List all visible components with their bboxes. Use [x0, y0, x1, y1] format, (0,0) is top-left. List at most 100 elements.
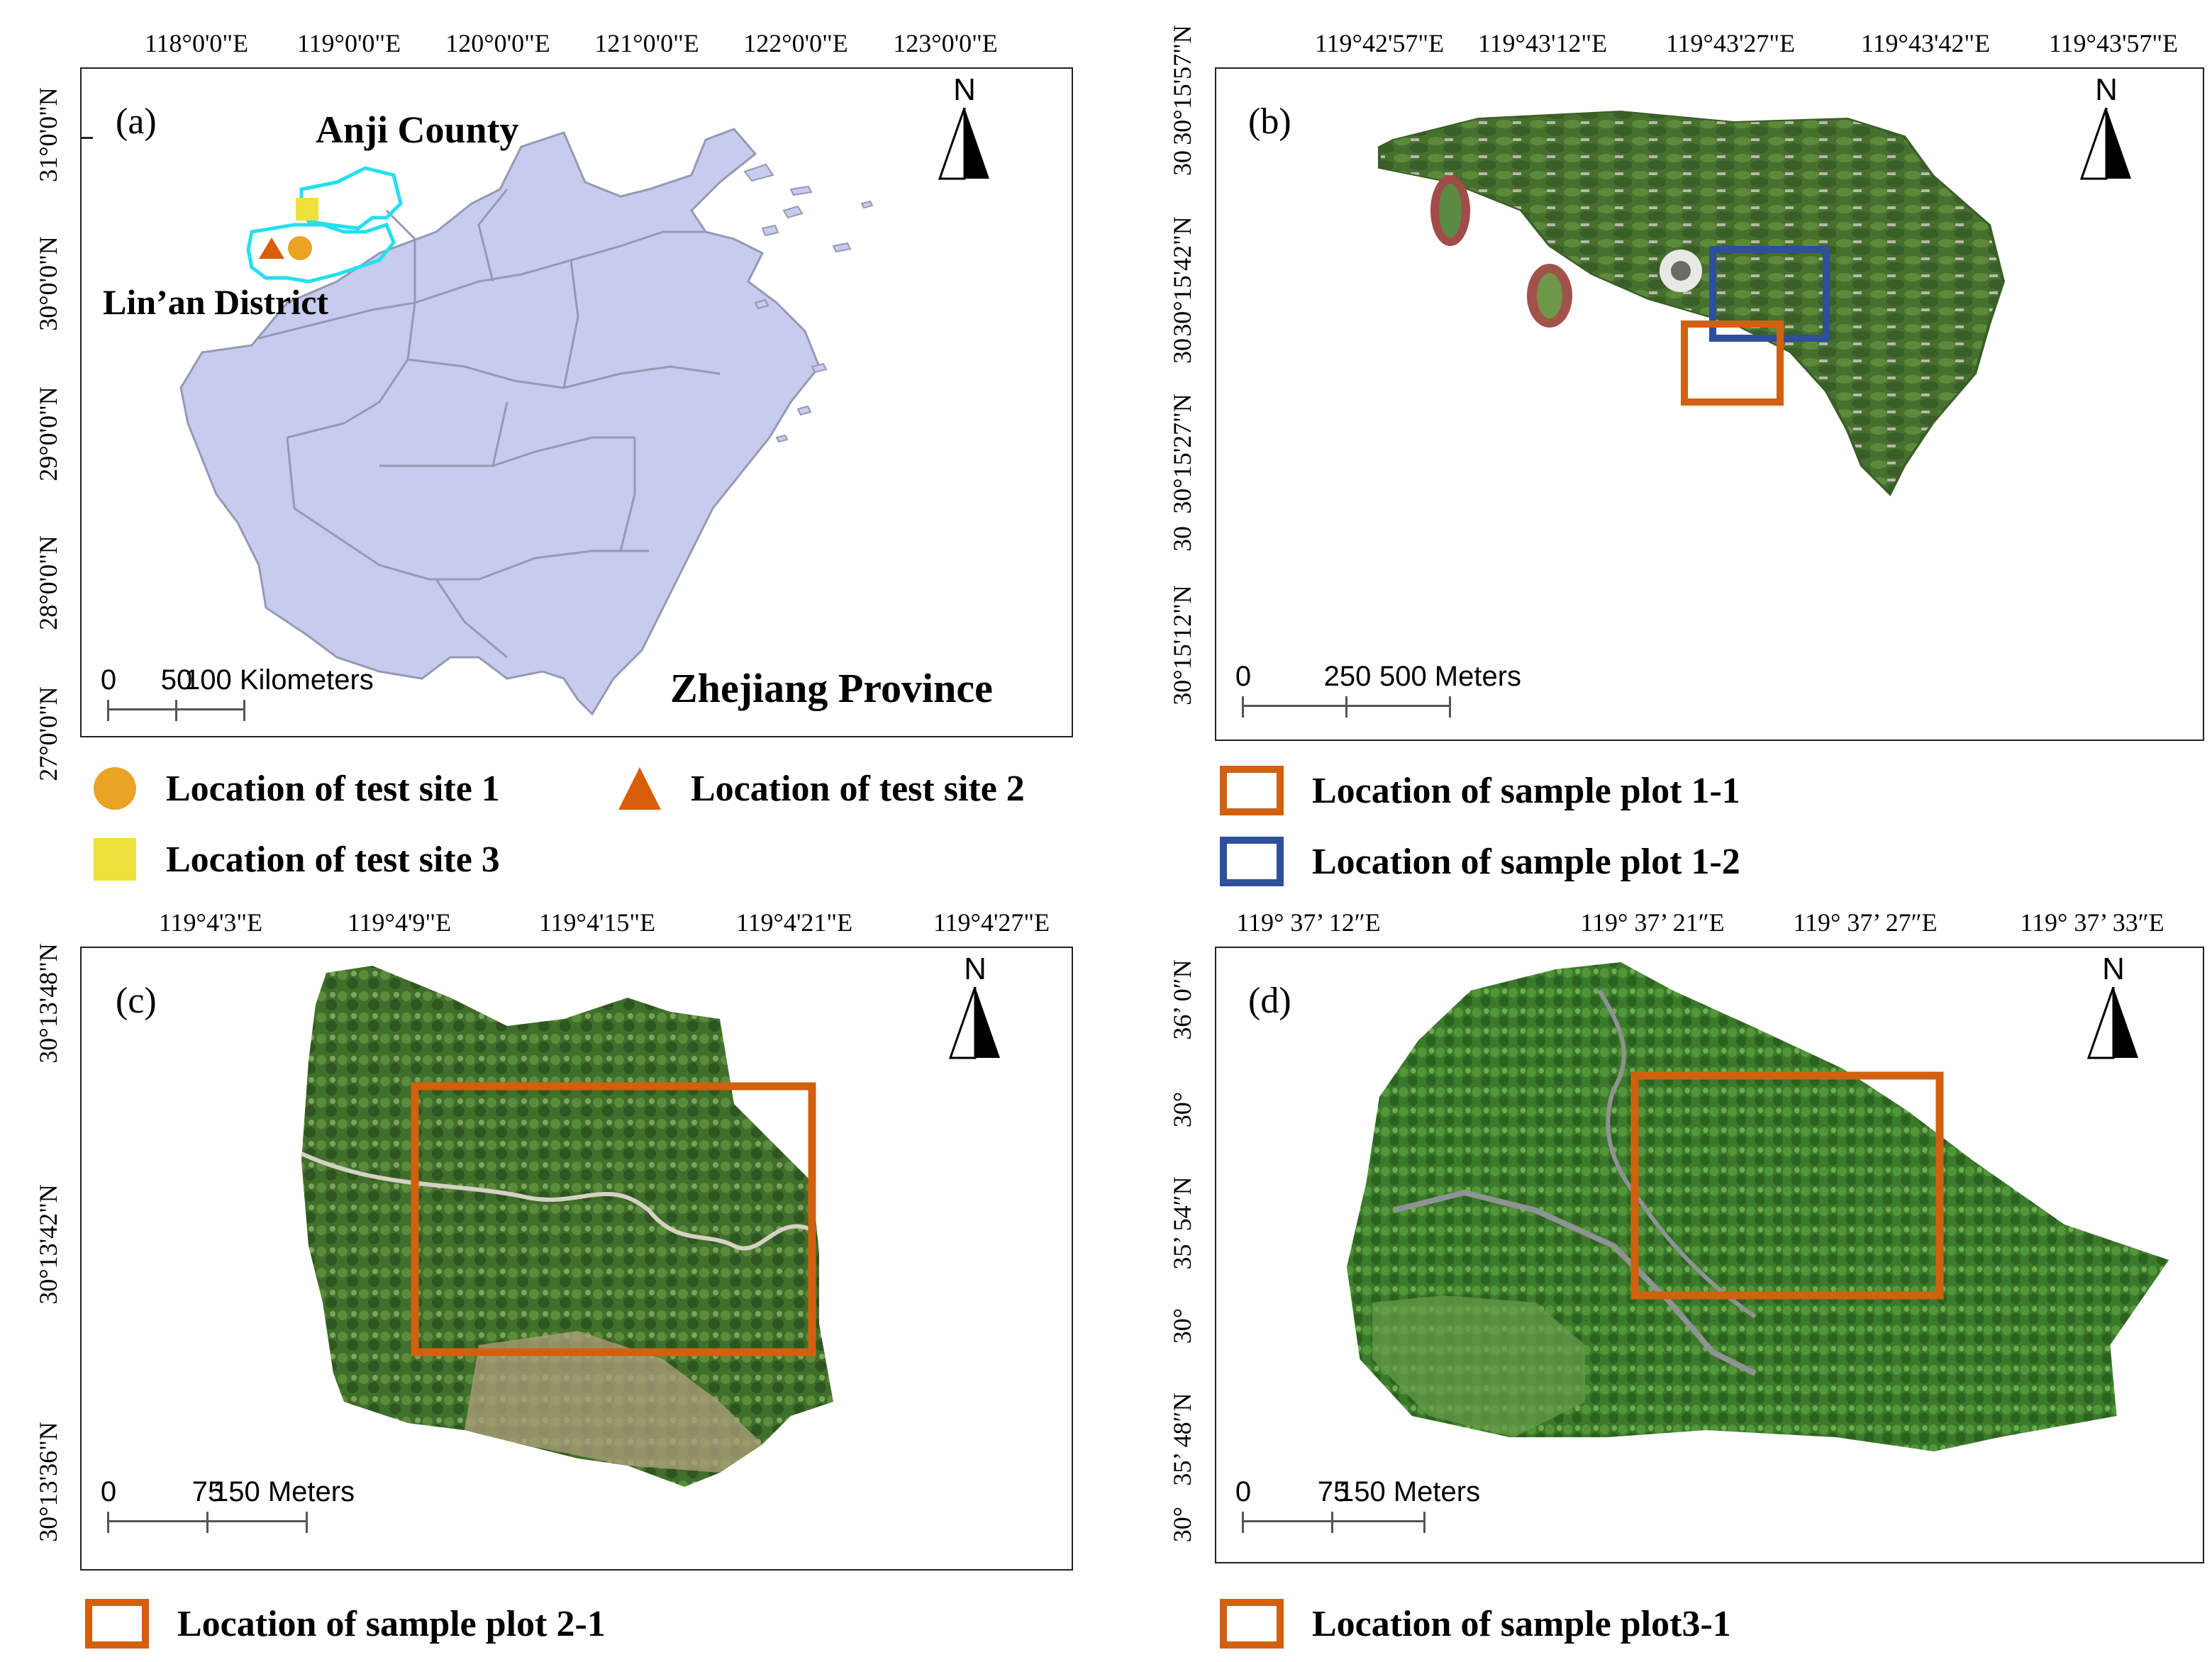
- panel-a-frame: (a) Anji County Lin’an District Zhejiang…: [80, 67, 1073, 737]
- c-y-tick: 30°13'42"N: [34, 1184, 62, 1305]
- panel-d-label: (d): [1248, 981, 1291, 1021]
- a-y-tick: 29°0'0"N: [34, 386, 62, 481]
- panel-a-label: (a): [116, 101, 157, 142]
- legend-plot21: Location of sample plot 2-1: [85, 1599, 606, 1649]
- scale-mid: 50: [160, 664, 193, 696]
- panel-c-label: (c): [116, 981, 157, 1021]
- b-y-tick: 30: [1168, 526, 1196, 552]
- legend-plot12-label: Location of sample plot 1-2: [1312, 841, 1740, 882]
- orange-square-icon: [85, 1599, 149, 1649]
- d-y-tick: 30°: [1168, 1506, 1196, 1543]
- orange-square-icon: [1220, 1599, 1284, 1649]
- linan-outline: [246, 222, 396, 284]
- scale-end: 150 Meters: [1338, 1476, 1481, 1507]
- scale-end: 100 Kilometers: [184, 664, 374, 696]
- north-arrow: N: [2085, 952, 2142, 1072]
- north-label: N: [2102, 952, 2125, 986]
- a-x-tick: 121°0'0"E: [594, 29, 699, 57]
- c-x-tick: 119°4'27"E: [933, 908, 1050, 937]
- site3-square: [296, 198, 318, 221]
- d-x-tick: 119° 37’ 12″E: [1236, 908, 1381, 937]
- forest-aerial-d: [1347, 962, 2169, 1451]
- scale-zero: 0: [1235, 661, 1252, 692]
- a-x-tick: 120°0'0"E: [445, 29, 550, 57]
- c-y-tick: 30°13'36"N: [34, 1422, 62, 1542]
- legend-site3: Location of test site 3: [92, 837, 500, 882]
- scale-zero: 0: [1235, 1476, 1252, 1507]
- b-y-tick: 30: [1168, 338, 1196, 364]
- panel-b-label: (b): [1248, 101, 1291, 142]
- d-y-tick: 36’ 0″N: [1168, 959, 1196, 1040]
- scale-end: 150 Meters: [213, 1476, 355, 1507]
- plot-2-1-box: [411, 1082, 816, 1356]
- square-icon: [92, 837, 138, 882]
- scale-bar: 0 75 150 Meters: [1235, 1476, 1480, 1540]
- b-y-tick: 30°15'12"N: [1168, 585, 1196, 705]
- north-arrow: N: [936, 72, 993, 193]
- b-x-tick: 119°43'57"E: [2048, 29, 2179, 57]
- a-y-tick: 28°0'0"N: [34, 535, 62, 630]
- legend-plot21-label: Location of sample plot 2-1: [177, 1603, 606, 1644]
- d-y-tick: 35’ 48″N: [1168, 1393, 1196, 1486]
- campus-aerial: [1378, 110, 2006, 496]
- legend-site2: Location of test site 2: [617, 766, 1025, 811]
- c-x-tick: 119°4'9"E: [347, 908, 452, 937]
- scale-mid: 75: [1317, 1476, 1350, 1507]
- a-y-tick: 27°0'0"N: [34, 686, 62, 781]
- zhejiang-map: [179, 128, 874, 716]
- legend-site3-label: Location of test site 3: [166, 839, 500, 880]
- campus-shape: [1378, 110, 2006, 496]
- zhejiang-province-shape: [179, 128, 821, 716]
- north-arrow: N: [947, 952, 1004, 1072]
- scale-bar: 0 75 150 Meters: [100, 1476, 355, 1540]
- scale-mid: 250: [1323, 661, 1372, 692]
- a-x-tick: 118°0'0"E: [144, 29, 249, 57]
- c-x-tick: 119°4'15"E: [538, 908, 656, 937]
- north-label: N: [953, 72, 976, 107]
- legend-site1: Location of test site 1: [92, 766, 500, 811]
- scale-bar: 0 250 500 Meters: [1235, 661, 1521, 725]
- scale-zero: 0: [100, 1476, 117, 1507]
- b-y-tick: 30: [1168, 150, 1196, 176]
- b-y-tick: 30°15'57"N: [1168, 25, 1196, 145]
- plot-1-2-box: [1709, 246, 1830, 342]
- legend-plot31: Location of sample plot3-1: [1220, 1599, 1731, 1649]
- d-y-tick: 30°: [1168, 1307, 1196, 1344]
- plot-1-1-box: [1681, 320, 1784, 406]
- linan-district-label: Lin’an District: [103, 282, 329, 322]
- legend-plot12: Location of sample plot 1-2: [1220, 837, 1740, 886]
- a-x-tick: 122°0'0"E: [743, 29, 848, 57]
- site2-triangle: [259, 238, 284, 259]
- site1-circle: [288, 236, 312, 260]
- a-y-tick: 31°0'0"N: [34, 87, 62, 182]
- a-y-tick: 30°0'0"N: [34, 236, 62, 331]
- north-label: N: [2095, 72, 2118, 107]
- zhejiang-province-label: Zhejiang Province: [670, 665, 993, 711]
- legend-site1-label: Location of test site 1: [166, 768, 500, 809]
- scale-bar: 0 50 100 Kilometers: [100, 664, 374, 728]
- b-y-tick: 30°15'27"N: [1168, 394, 1196, 514]
- anji-county-label: Anji County: [316, 108, 519, 151]
- panel-d-frame: (d) N 0 75 150 Meters: [1215, 947, 2204, 1563]
- c-x-tick: 119°4'3"E: [158, 908, 263, 937]
- forest-aerial-c: [300, 966, 833, 1487]
- c-y-tick: 30°13'48"N: [34, 943, 62, 1064]
- a-x-tick: 119°0'0"E: [296, 29, 401, 57]
- blue-square-icon: [1220, 837, 1284, 886]
- scale-mid: 75: [191, 1476, 224, 1507]
- panel-b-frame: (b) N 0 250 500 Meters: [1215, 67, 2204, 741]
- scale-zero: 0: [100, 664, 117, 696]
- b-x-tick: 119°42'57"E: [1314, 29, 1445, 57]
- d-x-tick: 119° 37’ 21″E: [1580, 908, 1725, 937]
- b-x-tick: 119°43'12"E: [1477, 29, 1608, 57]
- legend-plot11: Location of sample plot 1-1: [1220, 766, 1740, 815]
- scale-end: 500 Meters: [1379, 661, 1522, 692]
- legend-plot31-label: Location of sample plot3-1: [1312, 1603, 1731, 1644]
- plot-3-1-box: [1630, 1071, 1944, 1300]
- area-c-shape: [301, 966, 833, 1487]
- d-x-tick: 119° 37’ 33″E: [2020, 908, 2164, 937]
- b-y-tick: 30°15'42"N: [1168, 216, 1196, 337]
- legend-plot11-label: Location of sample plot 1-1: [1312, 770, 1740, 811]
- d-y-tick: 30°: [1168, 1091, 1196, 1128]
- b-x-tick: 119°43'27"E: [1665, 29, 1796, 57]
